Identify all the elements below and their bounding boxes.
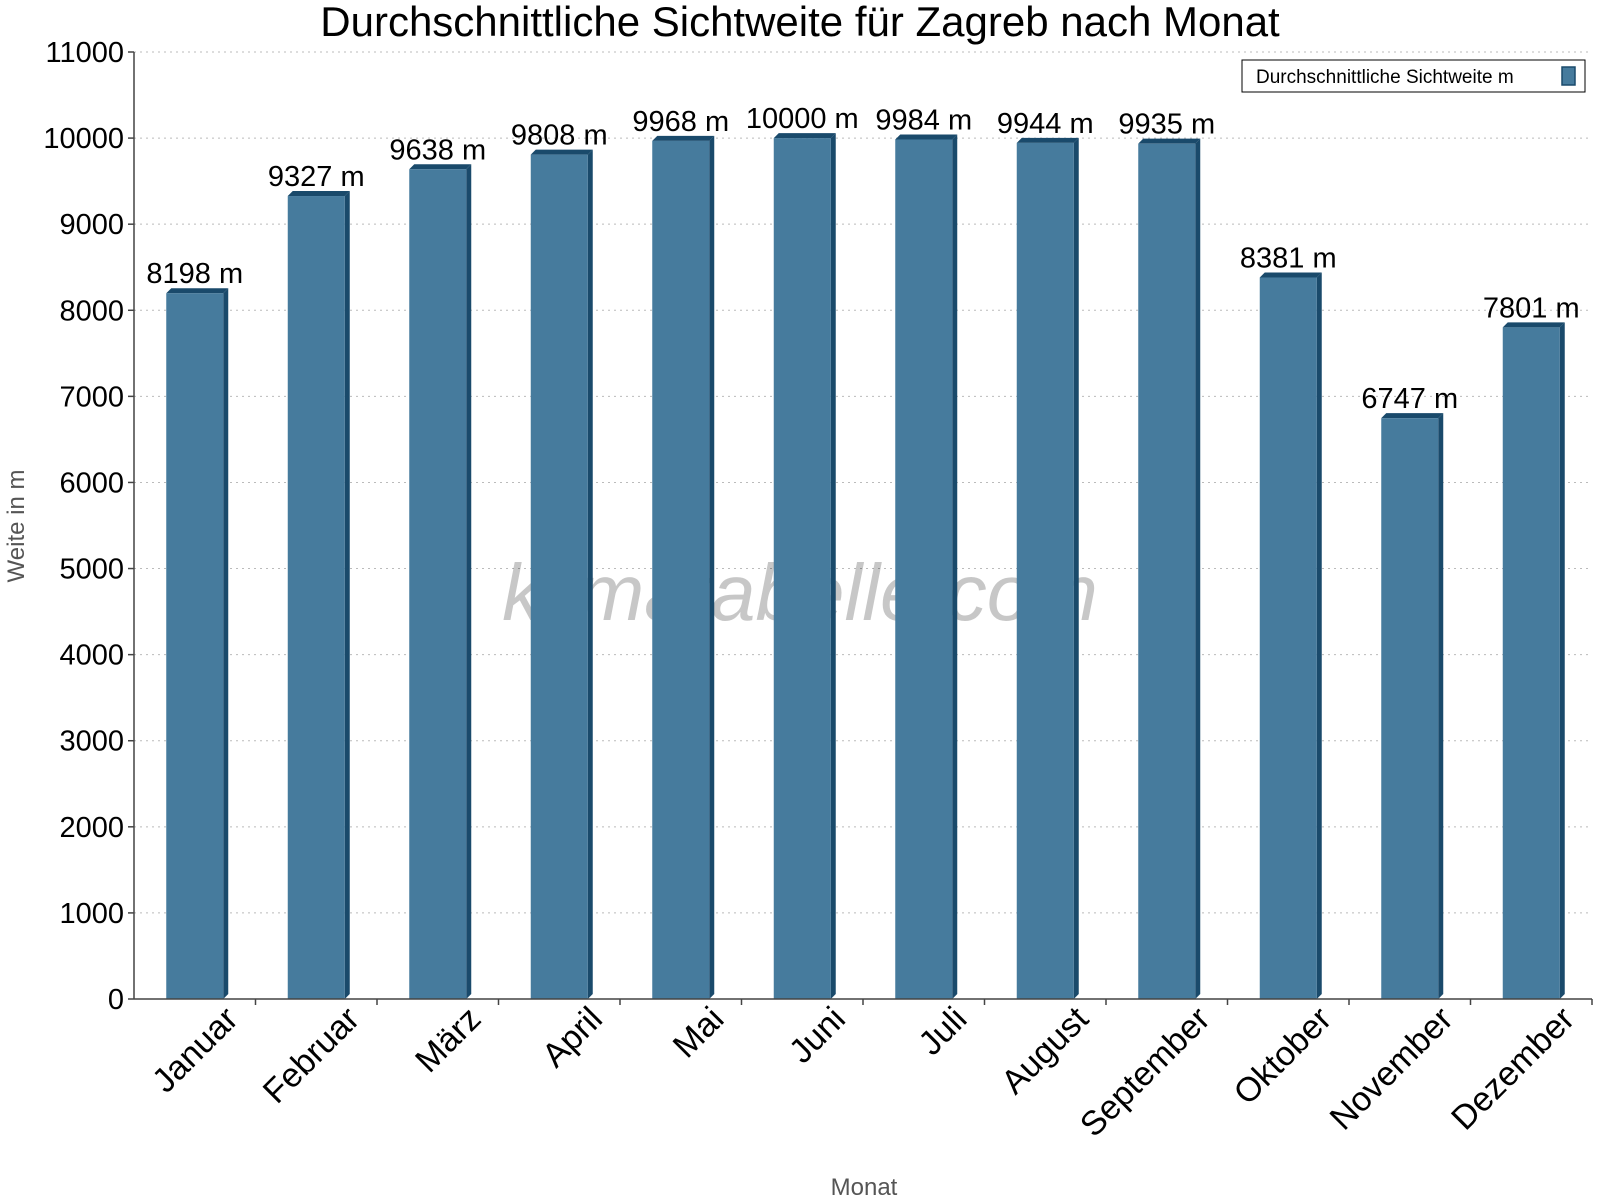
bar-2 [287,191,350,999]
value-label: 9638 m [389,134,486,166]
x-tick-label: April [535,1000,610,1075]
bar-top [1502,322,1565,328]
x-tick-label: Dezember [1444,1000,1582,1138]
bar-top [652,135,715,141]
value-label: 9944 m [997,108,1094,140]
bar-11 [1381,413,1444,999]
bar-top [409,164,472,170]
value-label: 9968 m [632,106,729,138]
y-axis-label: Weite in m [3,470,30,583]
value-labels: 8198 m 9327 m 9638 m 9808 m 9968 m 10000 m 998… [146,103,1579,415]
x-tick-label: August [994,999,1096,1101]
bar-top [895,134,958,140]
bar-4 [530,149,593,999]
bar-face [409,169,467,1000]
bar-top [773,133,836,139]
bar-7 [895,134,958,999]
bar-8 [1016,137,1079,1000]
legend-swatch [1561,66,1576,86]
value-label: 9935 m [1118,109,1215,141]
bar-side [1316,272,1322,1000]
value-label: 9808 m [511,120,608,152]
y-tick-label: 9000 [59,209,124,241]
y-tick-label: 1000 [59,898,124,930]
x-tick-label: Oktober [1227,1000,1339,1112]
bar-1 [166,288,229,1000]
bar-face [287,196,345,999]
bar-face [1259,277,1317,1000]
y-tick-label: 3000 [59,726,124,758]
bar-side [830,133,836,999]
y-tick-label: 4000 [59,640,124,672]
value-label: 9984 m [875,104,972,136]
bar-9 [1138,138,1201,999]
x-tick-label: Juni [782,1000,853,1071]
y-axis-ticks: 0 1000 2000 3000 4000 5000 6000 7000 8000 9000 100… [43,37,134,1016]
x-axis-ticks: Januar Februar März April Mai Juni Juli AugustS… [145,999,1593,1144]
y-tick-label: 2000 [59,812,124,844]
bar-top [530,149,593,155]
y-tick-label: 6000 [59,467,124,499]
value-label: 8198 m [146,258,243,290]
x-tick-label: Juli [911,1000,974,1063]
bar-side [1195,138,1201,999]
y-tick-label: 11000 [46,37,125,69]
value-label: 8381 m [1240,242,1337,274]
bar-side [1438,413,1444,999]
value-label: 6747 m [1361,383,1458,415]
bar-face [1016,142,1074,1000]
x-tick-label: November [1323,1000,1461,1138]
bar-face [895,139,953,999]
y-tick-label: 10000 [43,123,124,155]
legend-box [1241,59,1586,93]
bar-face [1381,418,1439,999]
legend-label: Durchschnittliche Sichtweite m [1256,67,1514,88]
bar-face [652,140,710,999]
bar-face [166,293,224,1000]
bar-top [1138,138,1201,144]
bar-12 [1502,322,1565,1000]
bar-top [287,191,350,197]
x-axis-label: Monat [831,1174,898,1200]
bar-side [1559,322,1565,1000]
bar-top [166,288,229,294]
x-tick-label: September [1073,1000,1217,1144]
bar-face [1502,327,1560,1000]
x-tick-label: Februar [256,1000,367,1111]
y-tick-label: 5000 [59,554,124,586]
bar-10 [1259,272,1322,1000]
bar-6 [773,133,836,999]
bar-face [773,138,831,999]
y-tick-label: 0 [108,984,124,1016]
bar-side [952,134,958,999]
bar-top [1016,137,1079,143]
value-label: 10000 m [746,103,859,135]
bar-face [530,154,588,999]
bar-side [344,191,350,999]
value-label: 7801 m [1483,292,1580,324]
x-tick-label: März [408,1000,488,1080]
bar-side [587,149,593,999]
y-tick-label: 7000 [59,381,124,413]
y-tick-label: 8000 [59,295,124,327]
bars [166,133,1565,1000]
value-label: 9327 m [268,161,365,193]
legend: Durchschnittliche Sichtweite m [1241,59,1586,93]
x-tick-label: Januar [145,1000,245,1100]
chart-title: Durchschnittliche Sichtweite für Zagreb … [320,0,1280,45]
bar-3 [409,164,472,1000]
bar-side [1073,137,1079,1000]
bar-5 [652,135,715,999]
bar-top [1259,272,1322,278]
bar-side [709,135,715,999]
bar-top [1381,413,1444,419]
bar-side [466,164,472,1000]
bar-side [223,288,229,1000]
bar-face [1138,143,1196,999]
x-tick-label: Mai [666,1000,732,1066]
